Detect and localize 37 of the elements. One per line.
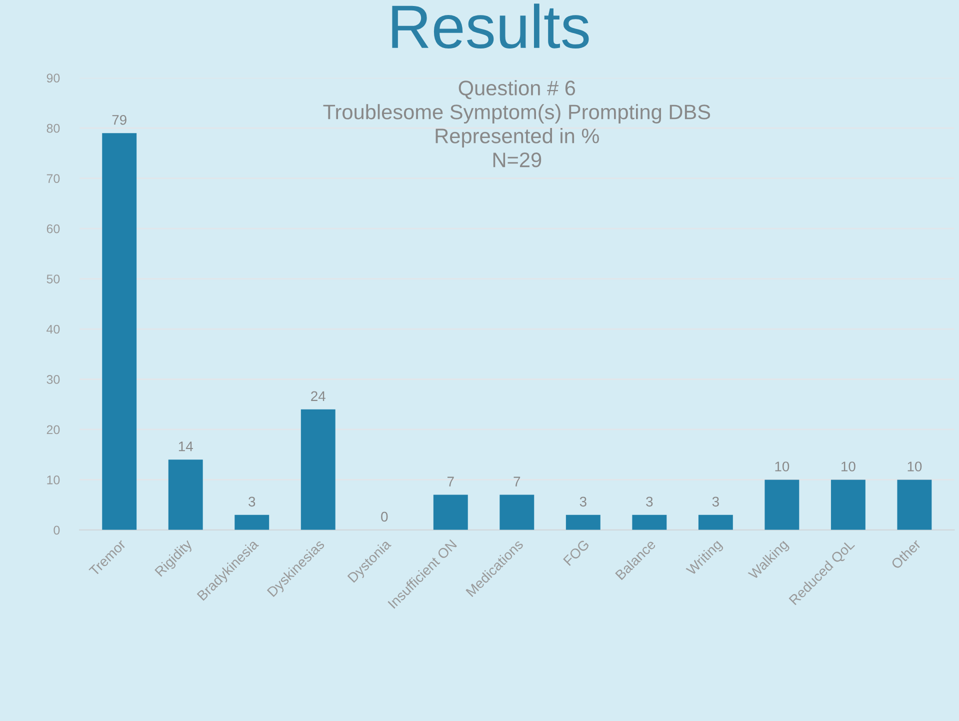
data-label: 79 (112, 114, 126, 125)
data-label: 14 (178, 442, 193, 452)
data-label: 7 (447, 476, 454, 486)
bar (500, 494, 534, 530)
bar (168, 460, 203, 530)
chart-title: Results (392, 4, 589, 48)
data-label: 10 (842, 462, 856, 472)
bar (566, 514, 600, 530)
y-tick-label: 60 (46, 224, 60, 234)
y-tick-label: 40 (46, 324, 60, 334)
data-label: 10 (775, 462, 790, 472)
y-tick-label: 50 (46, 274, 60, 284)
bar (300, 409, 336, 530)
data-label: 3 (580, 496, 586, 507)
y-tick-label: 70 (46, 174, 60, 183)
data-label: 10 (908, 462, 922, 472)
data-label: 0 (381, 512, 388, 522)
y-tick-label: 80 (46, 124, 60, 133)
data-label: 7 (514, 476, 520, 486)
text: Question # 6 Troublesome Symptom(s) Prompting DBS Represented in % N=29 (323, 80, 710, 168)
data-label: 3 (248, 496, 256, 507)
bar (830, 480, 866, 530)
y-tick-label: 90 (46, 74, 60, 83)
data-label: 24 (311, 391, 326, 401)
y-tick-label: 30 (46, 375, 60, 384)
bar (764, 480, 800, 530)
bar (433, 494, 468, 530)
y-tick-label: 20 (46, 425, 60, 434)
bar (234, 514, 270, 530)
bar (632, 514, 667, 530)
data-label: 3 (712, 496, 719, 507)
bar (698, 514, 733, 530)
y-tick-label: 10 (47, 476, 60, 484)
data-label: 3 (646, 496, 653, 507)
bar (897, 480, 932, 530)
bar (102, 133, 137, 530)
y-tick-label: 0 (54, 526, 60, 535)
